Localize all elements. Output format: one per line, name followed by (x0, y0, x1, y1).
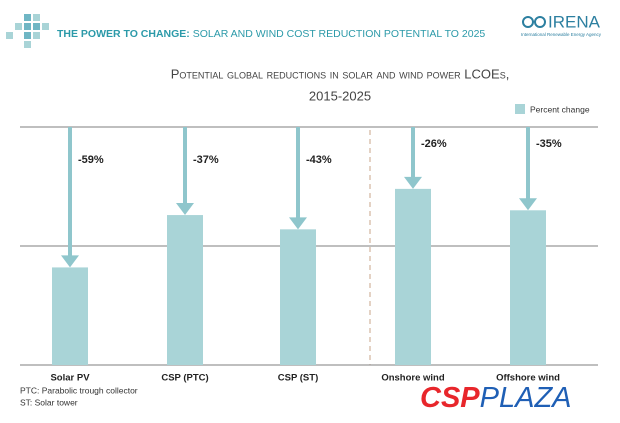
logo-subtitle: International Renewable Energy Agency (521, 32, 602, 37)
legend-label: Percent change (530, 104, 590, 114)
watermark-rest: PLAZA (480, 382, 572, 414)
x-tick-label: CSP (PTC) (161, 373, 208, 384)
chart-title: 2015-2025 (309, 88, 371, 103)
value-label: -26% (421, 138, 447, 150)
value-label: -43% (306, 154, 332, 166)
arrow-head (289, 217, 307, 230)
header-title: THE POWER TO CHANGE: SOLAR AND WIND COST… (57, 28, 485, 40)
arrow-head (519, 198, 537, 211)
arrow-head (404, 176, 422, 189)
bar (52, 267, 88, 365)
legend-swatch (515, 104, 525, 114)
x-tick-label: Solar PV (50, 373, 90, 384)
watermark: CSPPLAZA (420, 382, 572, 414)
chart-title: Potential global reductions in solar and… (171, 66, 510, 81)
value-label: -59% (78, 154, 104, 166)
header-title-rest: SOLAR AND WIND COST REDUCTION POTENTIAL … (193, 28, 486, 40)
x-tick-label: CSP (ST) (278, 373, 318, 384)
bar (280, 229, 316, 365)
footnote: PTC: Parabolic trough collector (20, 385, 138, 395)
header-title-bold: THE POWER TO CHANGE: (57, 28, 190, 40)
value-label: -35% (536, 138, 562, 150)
value-label: -37% (193, 154, 219, 166)
header-icon (6, 14, 49, 48)
arrow-head (176, 203, 194, 216)
logo: IRENA (548, 12, 601, 31)
bar (167, 215, 203, 365)
logo-icon (522, 16, 546, 28)
bar (395, 188, 431, 365)
bar (510, 210, 546, 365)
footnote: ST: Solar tower (20, 397, 78, 407)
x-tick-label: Onshore wind (381, 373, 445, 384)
watermark-bold: CSP (420, 382, 480, 414)
x-tick-label: Offshore wind (496, 373, 560, 384)
arrow-head (61, 255, 79, 268)
